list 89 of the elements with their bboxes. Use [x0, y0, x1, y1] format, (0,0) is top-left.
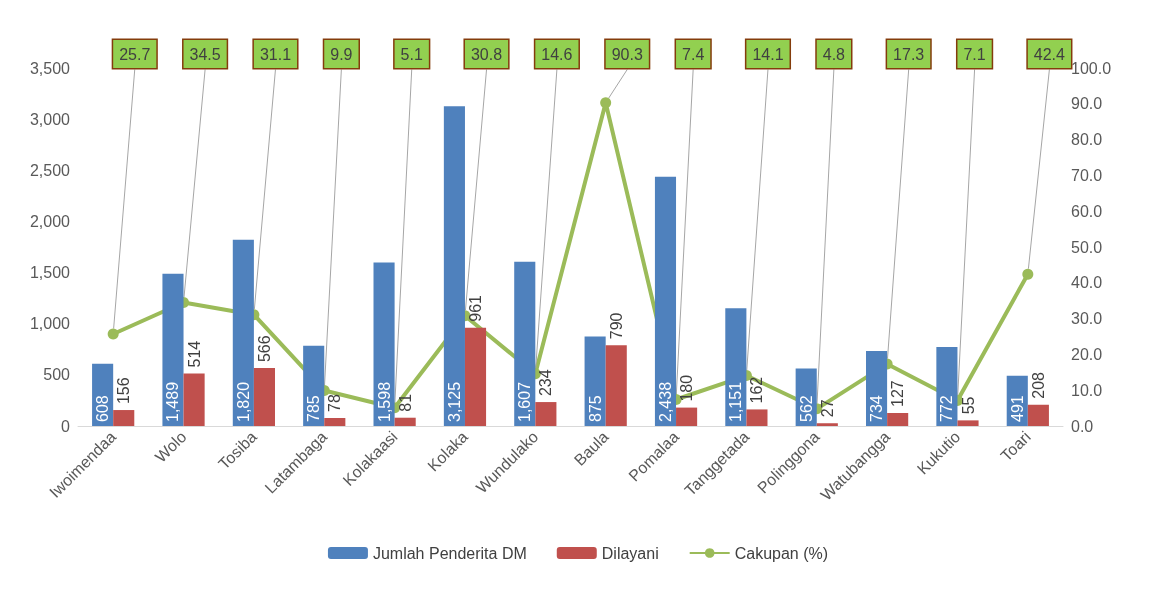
data-label: 25.7: [119, 45, 151, 63]
bar: [394, 417, 416, 426]
y-tick-label: 0: [61, 417, 71, 435]
data-label: 208: [1029, 371, 1047, 399]
bar: [443, 106, 465, 426]
bar: [887, 413, 909, 426]
data-label: 491: [1008, 395, 1026, 422]
data-label: 55: [959, 396, 977, 415]
y-tick-label: 1,500: [29, 264, 71, 282]
legend-label: Dilayani: [601, 544, 659, 562]
y-tick-label: 500: [43, 366, 71, 384]
bar: [605, 345, 627, 426]
y2-tick-label: 10.0: [1071, 381, 1103, 399]
point: [107, 328, 119, 340]
data-label: 27: [818, 399, 836, 418]
data-label: 608: [94, 395, 112, 422]
data-label: 9.9: [330, 45, 353, 63]
data-label: 127: [889, 380, 907, 408]
data-label: 1,489: [164, 381, 182, 422]
bar: [936, 347, 958, 426]
data-label: 1,151: [727, 381, 745, 422]
data-label: 514: [185, 340, 203, 368]
data-label: 772: [938, 395, 956, 422]
bar: [464, 327, 487, 426]
legend-label: Cakupan (%): [734, 544, 829, 562]
data-label: 156: [115, 377, 133, 405]
y-tick-label: 1,000: [29, 315, 71, 333]
y-tick-label: 3,500: [29, 59, 71, 77]
bar: [232, 239, 254, 426]
data-label: 5.1: [400, 45, 423, 63]
data-label: 78: [326, 394, 344, 413]
bar: [373, 262, 395, 426]
bar: [162, 273, 184, 426]
y2-tick-label: 30.0: [1071, 310, 1103, 328]
data-label: 17.3: [893, 45, 925, 63]
data-label: 42.4: [1033, 45, 1066, 63]
data-label: 14.1: [752, 45, 784, 63]
data-label: 790: [607, 312, 625, 340]
data-label: 7.1: [963, 45, 986, 63]
data-label: 34.5: [189, 45, 221, 63]
data-label: 1,607: [516, 381, 534, 422]
point: [1022, 268, 1034, 280]
bar: [253, 368, 275, 426]
data-label: 30.8: [470, 45, 503, 63]
data-label: 180: [678, 374, 696, 402]
data-label: 4.8: [822, 45, 846, 63]
bar: [957, 420, 979, 426]
y-tick-label: 3,000: [29, 110, 71, 128]
bar: [816, 423, 838, 426]
data-label: 2,438: [656, 381, 674, 422]
legend-label: Jumlah Penderita DM: [372, 544, 527, 562]
bar: [1027, 404, 1049, 426]
point: [600, 97, 612, 109]
data-label: 566: [255, 335, 273, 363]
data-label: 1,598: [375, 381, 393, 422]
bar: [113, 410, 135, 426]
bar: [535, 402, 557, 426]
data-label: 234: [537, 369, 555, 397]
data-label: 162: [748, 376, 766, 404]
bar: [514, 261, 536, 426]
bar: [676, 407, 698, 426]
data-label: 7.4: [682, 45, 705, 63]
y2-tick-label: 100.0: [1071, 59, 1112, 77]
y-tick-label: 2,000: [29, 212, 71, 230]
data-label: 3,125: [445, 381, 463, 422]
data-label: 90.3: [611, 45, 643, 63]
y2-tick-label: 90.0: [1071, 95, 1103, 113]
y2-tick-label: 80.0: [1071, 131, 1103, 149]
y2-tick-label: 0.0: [1071, 417, 1094, 435]
y2-tick-label: 70.0: [1071, 166, 1103, 184]
bar: [725, 308, 747, 426]
y2-tick-label: 50.0: [1071, 238, 1103, 256]
data-label: 961: [467, 294, 485, 322]
bar: [183, 373, 205, 426]
data-label: 14.6: [541, 45, 573, 63]
data-label: 562: [797, 395, 815, 422]
data-label: 875: [586, 395, 604, 422]
bar: [746, 409, 768, 426]
bar: [654, 176, 677, 426]
y2-tick-label: 20.0: [1071, 345, 1103, 363]
data-label: 1,820: [234, 381, 252, 422]
data-label: 734: [868, 395, 886, 422]
y-tick-label: 2,500: [29, 161, 71, 179]
data-label: 785: [305, 395, 323, 422]
data-label: 31.1: [259, 45, 292, 63]
y2-tick-label: 40.0: [1071, 274, 1103, 292]
y2-tick-label: 60.0: [1071, 202, 1103, 220]
data-label: 81: [396, 393, 414, 412]
bar: [324, 418, 346, 426]
